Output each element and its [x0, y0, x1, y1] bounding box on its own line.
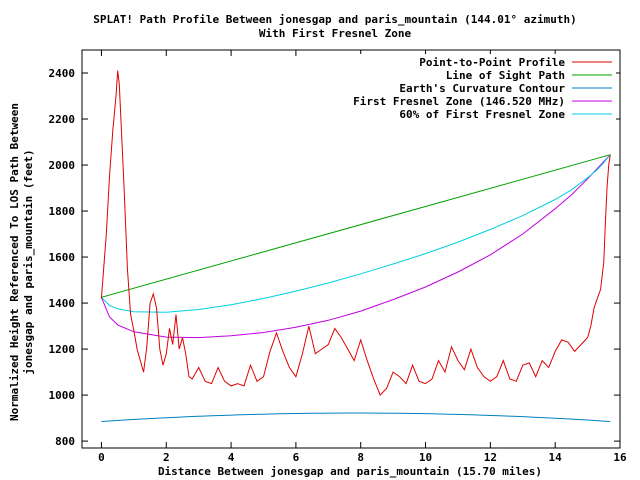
- chart-title: SPLAT! Path Profile Between jonesgap and…: [93, 13, 576, 26]
- series-line-line-of-sight-path: [101, 154, 611, 298]
- legend-label: Point-to-Point Profile: [419, 56, 565, 69]
- series-line-earth-s-curvature-contour: [101, 412, 611, 422]
- series-line-first-fresnel-zone-146-520-mhz: [100, 154, 611, 339]
- x-tick-label: 12: [484, 451, 497, 464]
- series-line-point-to-point-profile: [100, 70, 611, 397]
- plot-area: [81, 49, 621, 449]
- x-tick-label: 2: [163, 451, 170, 464]
- y-tick-label: 2400: [49, 67, 76, 80]
- y-tick-label: 1000: [49, 389, 76, 402]
- y-tick-label: 800: [55, 435, 75, 448]
- axis-layer: 0 2 4 6 8 10 12 14 16 800 1000 1200 1400 1600 1800 2000…: [49, 50, 627, 464]
- series-line-60-of-first-fresnel-zone: [101, 154, 611, 313]
- y-tick-label: 1400: [49, 297, 76, 310]
- y-tick-label: 1800: [49, 205, 76, 218]
- y-axis-label-line-2: jonesgap and paris_mountain (feet): [22, 149, 35, 374]
- legend-background: [338, 54, 616, 122]
- plot-border: [81, 49, 621, 449]
- x-tick-label: 8: [357, 451, 364, 464]
- x-tick-label: 4: [228, 451, 235, 464]
- y-tick-label: 1600: [49, 251, 76, 264]
- legend-label: Earth's Curvature Contour: [399, 82, 565, 95]
- y-axis-label-line-1: Normalized Height Referenced To LOS Path…: [8, 103, 21, 421]
- y-tick-label: 2000: [49, 159, 76, 172]
- x-tick-label: 10: [419, 451, 432, 464]
- legend-label: 60% of First Fresnel Zone: [399, 108, 565, 121]
- y-tick-label: 2200: [49, 113, 76, 126]
- y-tick-label: 1200: [49, 343, 76, 356]
- series-layer: [100, 70, 611, 422]
- x-axis-label: Distance Between jonesgap and paris_moun…: [158, 465, 542, 478]
- x-tick-label: 6: [293, 451, 300, 464]
- x-tick-label: 0: [98, 451, 105, 464]
- legend-label: Line of Sight Path: [446, 69, 565, 82]
- chart-subtitle: With First Fresnel Zone: [259, 27, 412, 40]
- legend-label: First Fresnel Zone (146.520 MHz): [353, 95, 565, 108]
- x-tick-label: 14: [549, 451, 563, 464]
- x-tick-label: 16: [613, 451, 627, 464]
